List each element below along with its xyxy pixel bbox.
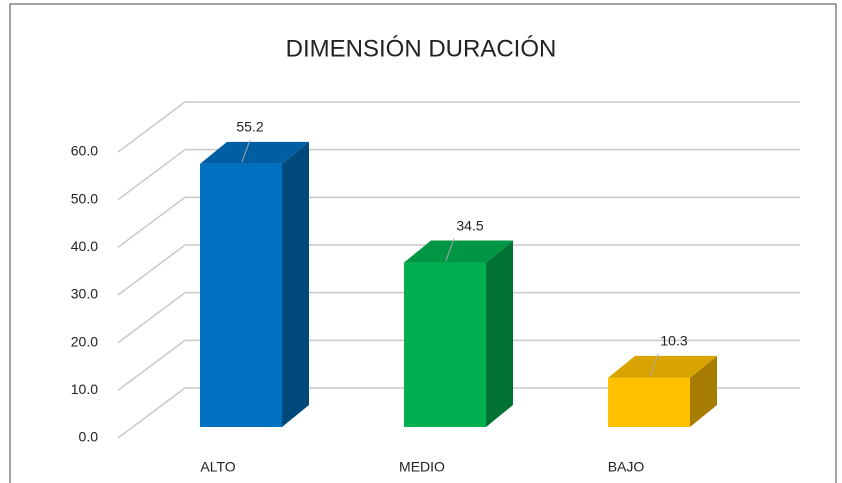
bar [200,163,282,427]
bar-top [404,240,513,263]
grid-line [117,339,186,391]
y-tick-label: 60.0 [71,143,98,159]
x-tick-label: MEDIO [399,459,445,475]
y-tick-label: 40.0 [71,238,98,254]
grid-line [117,196,186,248]
y-tick-label: 20.0 [71,333,98,349]
grid-line [117,292,186,344]
x-tick-label: BAJO [608,459,645,475]
y-tick-label: 50.0 [71,190,98,206]
bar [404,262,486,427]
value-label: 34.5 [456,217,483,233]
y-tick-label: 0.0 [79,429,99,445]
leader-line [241,139,251,163]
chart-frame [9,3,837,483]
bar-side [486,240,513,427]
leader-line [649,353,659,377]
grid-line [117,387,186,439]
x-tick-label: ALTO [200,459,235,475]
value-label: 55.2 [236,119,263,135]
bar-top [608,355,717,378]
bar-side [690,355,717,427]
value-label: 10.3 [660,333,687,349]
grid-line [117,101,186,153]
bar-side [282,141,309,427]
y-tick-label: 30.0 [71,286,98,302]
grid-line [117,149,186,201]
grid-line [117,244,186,296]
bar [608,377,690,427]
leader-line [445,238,455,261]
y-tick-label: 10.0 [71,381,98,397]
bar-top [200,141,309,164]
chart-title: DIMENSIÓN DURACIÓN [286,35,557,62]
